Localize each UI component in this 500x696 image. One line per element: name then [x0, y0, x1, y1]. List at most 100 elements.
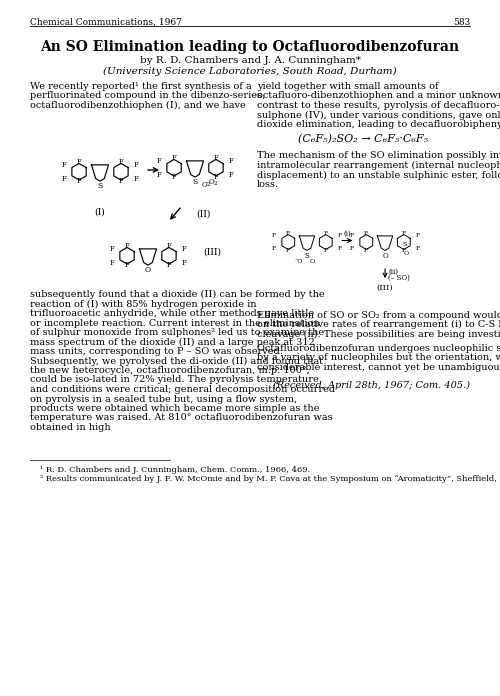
Text: Subsequently, we pyrolysed the di-oxide (II) and found that: Subsequently, we pyrolysed the di-oxide … [30, 356, 323, 365]
Text: (III): (III) [376, 284, 394, 292]
Text: O: O [202, 180, 207, 189]
Text: F: F [134, 161, 138, 168]
Text: F: F [118, 158, 124, 166]
Text: sulphone (IV), under various conditions, gave only sulphur: sulphone (IV), under various conditions,… [257, 111, 500, 120]
Text: and conditions were critical; general decomposition occurred: and conditions were critical; general de… [30, 385, 335, 394]
Text: F: F [76, 158, 82, 166]
Text: F: F [272, 233, 276, 238]
Text: by a variety of nucleophiles but the orientation, while of: by a variety of nucleophiles but the ori… [257, 354, 500, 363]
Text: could be iso-lated in 72% yield. The pyrolysis temperature: could be iso-lated in 72% yield. The pyr… [30, 376, 319, 384]
Text: F: F [338, 233, 342, 238]
Text: trifluoroacetic anhydride, while other methods gave little: trifluoroacetic anhydride, while other m… [30, 309, 314, 318]
Text: S: S [192, 178, 198, 187]
Text: of sulphur monoxide from sulphones² led us to examine the: of sulphur monoxide from sulphones² led … [30, 328, 324, 337]
Text: displacement) to an unstable sulphinic ester, followed by SO: displacement) to an unstable sulphinic e… [257, 171, 500, 180]
Text: cleavage (ii). These possibilities are being investigated.: cleavage (ii). These possibilities are b… [257, 329, 500, 339]
Text: S: S [402, 242, 406, 247]
Text: F: F [124, 262, 130, 269]
Text: mass units, corresponding to P – SO was observed.: mass units, corresponding to P – SO was … [30, 347, 283, 356]
Text: ¹ R. D. Chambers and J. Cunningham, Chem. Comm., 1966, 469.: ¹ R. D. Chambers and J. Cunningham, Chem… [40, 466, 310, 474]
Text: F: F [110, 244, 114, 253]
Text: O: O [145, 267, 151, 274]
Text: S: S [304, 251, 310, 260]
Text: F: F [416, 233, 420, 238]
Text: 2: 2 [207, 182, 210, 187]
Text: O: O [209, 178, 215, 186]
Text: 2: 2 [214, 181, 218, 186]
Text: Chemical Communications, 1967: Chemical Communications, 1967 [30, 18, 182, 27]
Text: Octafluorodibenzofuran undergoes nucleophilic substitution: Octafluorodibenzofuran undergoes nucleop… [257, 344, 500, 353]
Text: the new heterocycle, octafluorodibenzofuran, m.p. 100°,: the new heterocycle, octafluorodibenzofu… [30, 366, 310, 375]
Text: (University Science Laboratories, South Road, Durham): (University Science Laboratories, South … [103, 67, 397, 76]
Text: obtained in high: obtained in high [30, 423, 110, 432]
Text: O: O [404, 251, 409, 255]
Text: mass spectrum of the dioxide (II) and a large peak at 312: mass spectrum of the dioxide (II) and a … [30, 338, 315, 347]
Text: considerable interest, cannot yet be unambiguously assigned.: considerable interest, cannot yet be una… [257, 363, 500, 372]
Text: subsequently found that a dioxide (II) can be formed by the: subsequently found that a dioxide (II) c… [30, 290, 324, 299]
Text: F: F [134, 175, 138, 183]
Text: perfluorinated compound in the dibenzo-series,: perfluorinated compound in the dibenzo-s… [30, 91, 265, 100]
Text: O: O [382, 251, 388, 260]
Text: F: F [62, 161, 66, 168]
Text: Elimination of SO or SO₂ from a compound would then depend: Elimination of SO or SO₂ from a compound… [257, 310, 500, 319]
Text: The mechanism of the SO elimination possibly involves an: The mechanism of the SO elimination poss… [257, 152, 500, 161]
Text: F: F [229, 157, 234, 164]
Text: F: F [364, 230, 368, 236]
Text: on the relative rates of rearrangement (i) to C-S bond: on the relative rates of rearrangement (… [257, 320, 500, 329]
Text: by R. D. Chambers and J. A. Cunningham*: by R. D. Chambers and J. A. Cunningham* [140, 56, 360, 65]
Text: F: F [172, 173, 176, 182]
Text: F: F [172, 154, 176, 162]
Text: O: O [310, 259, 314, 264]
Text: F: F [182, 244, 186, 253]
Text: (III): (III) [203, 248, 221, 257]
Text: (II): (II) [196, 210, 210, 219]
Text: intramolecular rearrangement (internal nucleophilic: intramolecular rearrangement (internal n… [257, 161, 500, 170]
Text: octafluoro-dibenzothiophen and a minor unknown impurity. In: octafluoro-dibenzothiophen and a minor u… [257, 91, 500, 100]
Text: on pyrolysis in a sealed tube but, using a flow system,: on pyrolysis in a sealed tube but, using… [30, 395, 297, 404]
Text: F: F [156, 171, 161, 179]
Text: F: F [272, 246, 276, 251]
Text: F: F [124, 242, 130, 250]
Text: F: F [214, 154, 218, 162]
Text: products were obtained which became more simple as the: products were obtained which became more… [30, 404, 320, 413]
Text: F: F [286, 248, 290, 253]
Text: F: F [166, 262, 172, 269]
Text: F: F [110, 259, 114, 267]
Text: octafluorodibenzothiophen (I), and we have: octafluorodibenzothiophen (I), and we ha… [30, 101, 246, 110]
Text: F: F [286, 230, 290, 236]
Text: F: F [118, 177, 124, 186]
Text: 583: 583 [453, 18, 470, 27]
Text: F: F [214, 173, 218, 182]
Text: An SO Elimination leading to Octafluorodibenzofuran: An SO Elimination leading to Octafluorod… [40, 40, 460, 54]
Text: ² Results communicated by J. F. W. McOmie and by M. P. Cava at the Symposium on : ² Results communicated by J. F. W. McOmi… [40, 475, 500, 483]
Text: dioxide elimination, leading to decafluorobiphenyl.: dioxide elimination, leading to decafluo… [257, 120, 500, 129]
Text: (i): (i) [344, 230, 351, 237]
Text: contrast to these results, pyrolysis of decafluoro-diphenyl: contrast to these results, pyrolysis of … [257, 101, 500, 110]
Text: (I): (I) [94, 208, 106, 217]
Text: F: F [416, 246, 420, 251]
Text: (– SO): (– SO) [388, 274, 410, 281]
Text: F: F [324, 230, 328, 236]
Text: F: F [229, 171, 234, 179]
Text: reaction of (I) with 85% hydrogen peroxide in: reaction of (I) with 85% hydrogen peroxi… [30, 299, 256, 308]
Text: F: F [76, 177, 82, 186]
Text: (Received, April 28th, 1967; Com. 405.): (Received, April 28th, 1967; Com. 405.) [273, 381, 470, 390]
Text: (C₆F₅)₂SO₂ → C₆F₅·C₆F₅: (C₆F₅)₂SO₂ → C₆F₅·C₆F₅ [298, 134, 428, 144]
Text: ⁻O: ⁻O [295, 259, 303, 264]
Text: or incomplete reaction. Current interest in the elimination: or incomplete reaction. Current interest… [30, 319, 320, 328]
Text: F: F [338, 246, 342, 251]
Text: F: F [364, 248, 368, 253]
Text: F: F [350, 246, 354, 251]
Text: F: F [166, 242, 172, 250]
Text: F: F [402, 248, 406, 253]
Text: loss.: loss. [257, 180, 279, 189]
Text: F: F [350, 233, 354, 238]
Text: We recently reported¹ the first synthesis of a: We recently reported¹ the first synthesi… [30, 82, 252, 91]
Text: F: F [156, 157, 161, 164]
Text: F: F [182, 259, 186, 267]
Text: yield together with small amounts of: yield together with small amounts of [257, 82, 438, 91]
Text: F: F [324, 248, 328, 253]
Text: F: F [402, 230, 406, 236]
Text: F: F [62, 175, 66, 183]
Text: (ii): (ii) [388, 267, 398, 276]
